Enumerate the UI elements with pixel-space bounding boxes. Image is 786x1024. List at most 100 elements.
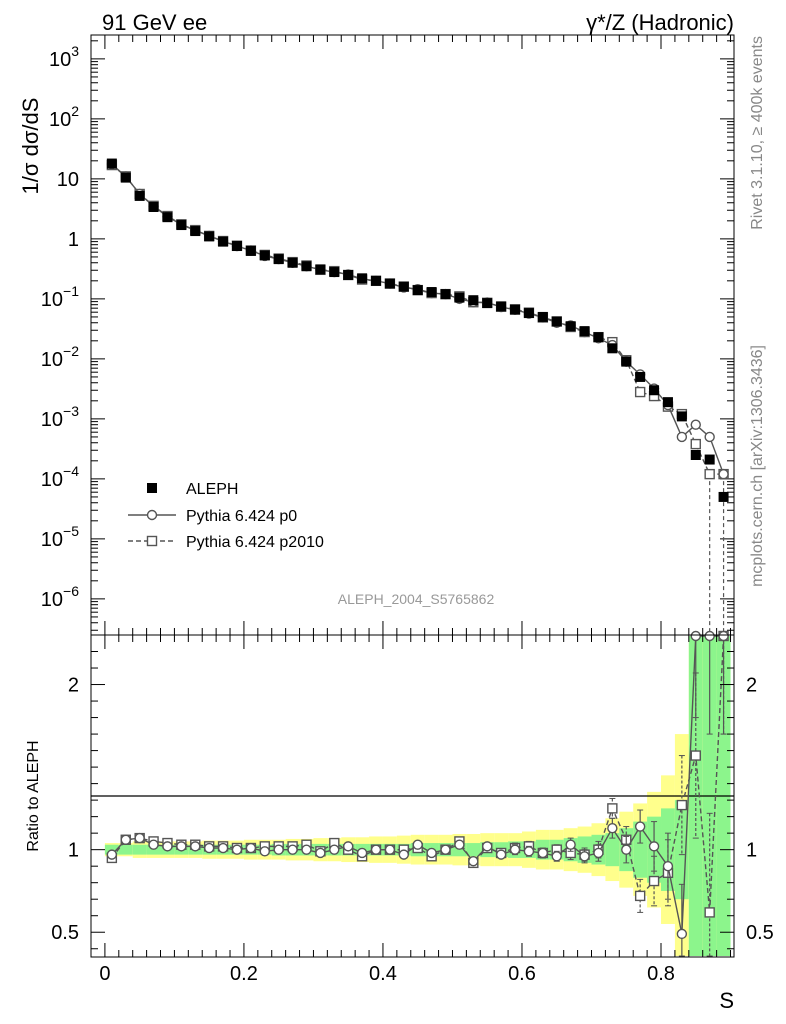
main-series	[106, 158, 729, 635]
band-inner-bin	[118, 844, 133, 855]
aleph-point	[398, 281, 409, 292]
series-p2010-line	[111, 164, 724, 475]
p0-point	[384, 844, 396, 855]
aleph-point	[649, 385, 660, 396]
legend-entry-label: Pythia 6.424 p2010	[186, 534, 324, 551]
p2010-point	[648, 875, 660, 887]
p0-point	[190, 841, 201, 852]
p0-point	[454, 839, 465, 850]
p0-point	[106, 849, 118, 860]
aleph-point	[357, 273, 368, 284]
aleph-point	[510, 304, 521, 315]
p0-point	[676, 928, 688, 940]
aleph-point	[718, 491, 729, 502]
p0-point	[148, 839, 159, 850]
mcplots-label: mcplots.cern.ch [arXiv:1306.3436]	[749, 345, 766, 587]
aleph-point	[120, 172, 131, 183]
p0-point	[718, 630, 729, 642]
p0-point	[329, 844, 340, 855]
p0-point	[662, 860, 674, 872]
p2010-point	[634, 890, 646, 902]
p2010-point	[634, 386, 646, 398]
band-inner-bin	[132, 844, 147, 855]
aleph-point	[662, 397, 673, 408]
aleph-point	[245, 245, 256, 256]
header-right: γ*/Z (Hadronic)	[586, 10, 734, 35]
band-inner-bin	[633, 821, 648, 878]
main-y-ticks	[91, 35, 734, 635]
main-panel: 1/σ dσ/dS 10−6 10−5 10−4 10−3 10−2 10−1 1 10 102…	[18, 34, 735, 636]
p2010-point	[690, 750, 701, 761]
p0-point	[704, 630, 715, 642]
ratio-y-tick-label-right: 1	[746, 840, 757, 862]
p0-point	[579, 851, 590, 862]
p0-point	[301, 844, 312, 855]
main-y-tick-label: 10−3	[41, 403, 79, 431]
p2010-point	[690, 438, 701, 450]
aleph-point	[162, 212, 173, 223]
main-y-tick-label: 10	[57, 169, 79, 191]
ratio-y-tick-label: 1	[68, 840, 79, 862]
main-y-tick-label: 10−1	[41, 283, 79, 311]
ratio-frame	[90, 634, 735, 958]
main-y-tick-label: 10−4	[41, 463, 79, 491]
aleph-point	[273, 254, 284, 265]
aleph-point	[134, 190, 145, 201]
aleph-point	[551, 316, 562, 327]
p0-point	[343, 841, 354, 852]
p0-point	[273, 844, 284, 855]
aleph-point	[635, 371, 646, 382]
series-p0-line	[111, 635, 724, 935]
x-tick-label: 0.4	[369, 963, 397, 985]
x-tick-label: 0.6	[508, 963, 536, 985]
main-y-tick-label: 10−5	[41, 523, 79, 551]
aleph-point	[371, 275, 382, 286]
p0-point	[412, 839, 423, 850]
p0-point	[607, 823, 618, 834]
aleph-point	[621, 356, 632, 367]
p0-point	[690, 630, 701, 642]
p0-point	[468, 856, 479, 867]
x-tick-label: 0.8	[647, 963, 675, 985]
aleph-point	[565, 321, 576, 332]
p0-point	[231, 844, 243, 855]
p0-point	[704, 431, 715, 443]
main-y-tick-label: 102	[49, 103, 79, 131]
p2010-point	[704, 907, 715, 918]
p0-point	[690, 419, 701, 430]
aleph-point	[259, 250, 270, 261]
aleph-point	[148, 201, 159, 212]
x-axis-label: S	[719, 988, 734, 1013]
p2010-point	[676, 799, 688, 811]
aleph-point	[440, 289, 451, 300]
main-y-tick-label: 10−6	[41, 583, 79, 611]
series-p0-line	[111, 163, 725, 475]
p2010-point	[607, 803, 618, 814]
ratio-y-tick-label: 0.5	[51, 922, 79, 944]
legend-entry-label: ALEPH	[186, 481, 238, 498]
p0-point	[176, 841, 187, 852]
aleph-point	[204, 231, 215, 242]
aleph-point	[607, 343, 618, 354]
aleph-point	[343, 270, 354, 280]
aleph-point	[231, 241, 242, 252]
band-inner-bin	[466, 843, 481, 857]
p0-point	[648, 841, 660, 852]
ratio-panel: Ratio to ALEPH 0 0.2 0.4 0.6 0.8 0.5 0.5 1 1 2 2 S	[25, 630, 774, 1013]
band-inner-bin	[605, 833, 620, 867]
p0-point	[162, 841, 173, 852]
legend: ALEPH Pythia 6.424 p0 Pythia 6.424 p2010	[128, 481, 324, 551]
aleph-point	[426, 287, 437, 298]
p0-point	[356, 847, 368, 859]
p0-point	[245, 842, 257, 854]
aleph-point	[579, 326, 590, 337]
main-y-tick-label: 103	[49, 43, 79, 71]
aleph-point	[496, 301, 507, 312]
p0-point	[398, 849, 410, 860]
p0-point	[509, 844, 521, 855]
p0-point	[621, 844, 632, 855]
p0-point	[134, 832, 145, 844]
aleph-point	[454, 292, 465, 303]
aleph-point	[676, 411, 687, 422]
